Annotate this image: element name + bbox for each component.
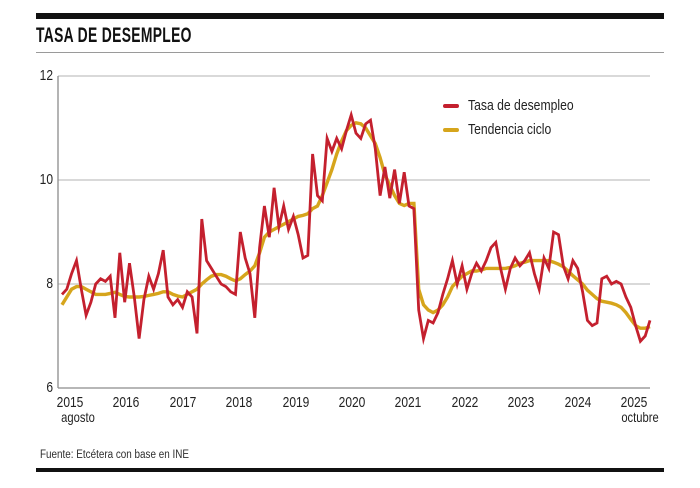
x-tick-2024: 2024 (564, 394, 591, 411)
page-title: TASA DE DESEMPLEO (36, 24, 192, 47)
x-tick-2022: 2022 (451, 394, 479, 411)
chart-legend: Tasa de desempleo Tendencia ciclo (443, 94, 594, 142)
x-start-sublabel: agosto (61, 409, 95, 425)
legend-label-tasa: Tasa de desempleo (468, 98, 574, 114)
x-tick-2018: 2018 (225, 394, 253, 411)
title-divider (36, 52, 664, 53)
tendencia-line (60, 121, 651, 330)
source-note: Fuente: Etcétera con base en INE (40, 449, 189, 461)
x-tick-2020: 2020 (338, 394, 366, 411)
bottom-rule (36, 468, 664, 472)
y-tick-12: 12 (39, 67, 53, 84)
x-tick-2016: 2016 (113, 394, 140, 411)
x-tick-2021: 2021 (395, 394, 422, 411)
x-tick-2015: 2015 (56, 394, 84, 411)
y-tick-8: 8 (46, 275, 53, 292)
x-tick-2025: 2025 (620, 394, 648, 411)
x-tick-2017: 2017 (169, 394, 197, 411)
legend-label-tendencia: Tendencia ciclo (468, 122, 552, 138)
y-tick-10: 10 (39, 171, 53, 188)
tasa-line-swatch (443, 103, 459, 109)
legend-item-tendencia: Tendencia ciclo (443, 118, 594, 142)
y-tick-6: 6 (46, 379, 53, 396)
top-rule (36, 13, 664, 19)
legend-item-tasa: Tasa de desempleo (443, 94, 594, 118)
tasa-line (60, 109, 652, 346)
x-end-sublabel: octubre (621, 409, 659, 425)
x-tick-2023: 2023 (507, 394, 535, 411)
x-tick-2019: 2019 (282, 394, 309, 411)
tendencia-line-swatch (443, 127, 459, 133)
